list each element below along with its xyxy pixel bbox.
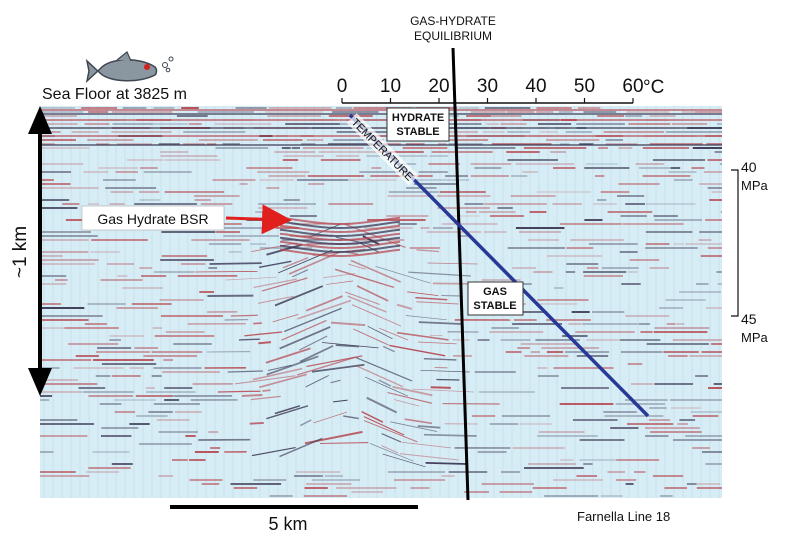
arrow-up-icon	[28, 106, 52, 134]
pressure-bottom-unit: MPa	[741, 330, 769, 345]
horizontal-scale: 5 km	[170, 505, 418, 534]
equilibrium-label-line2: EQUILIBRIUM	[414, 29, 492, 43]
temperature-tick-label: 30	[477, 76, 498, 97]
pressure-top-value: 40	[741, 159, 757, 175]
gas-stable-label-line1: GAS	[483, 286, 507, 298]
bsr-annotation: Gas Hydrate BSR	[81, 204, 292, 235]
sea-floor-label: Sea Floor at 3825 m	[42, 86, 187, 103]
arrow-down-icon	[28, 368, 52, 396]
temperature-tick-label: 40	[525, 76, 546, 97]
temperature-ticks: 0 10 20 30 40 50 60	[337, 76, 644, 103]
temperature-tick-label: 50	[574, 76, 595, 97]
temperature-tick-label: 20	[428, 76, 449, 97]
bsr-arrow	[225, 204, 292, 235]
depth-scale: ~1 km	[10, 106, 52, 396]
equilibrium-line	[451, 47, 470, 501]
line-id-label: Farnella Line 18	[577, 509, 670, 524]
depth-label: ~1 km	[10, 226, 31, 278]
pressure-top-unit: MPa	[741, 178, 769, 193]
hydrate-stable-box: HYDRATE STABLE	[386, 107, 450, 142]
fish-icon	[85, 51, 174, 84]
pressure-bottom-value: 45	[741, 311, 757, 327]
seismic-section	[40, 106, 722, 498]
hydrate-stable-label-line1: HYDRATE	[392, 112, 444, 124]
temperature-axis: 0 10 20 30 40 50 60 °C	[337, 76, 664, 104]
scale-label: 5 km	[268, 514, 307, 534]
gas-stable-box: GAS STABLE	[467, 281, 524, 316]
hydrate-stable-label-line2: STABLE	[396, 126, 439, 138]
gas-stable-label-line2: STABLE	[473, 300, 516, 312]
pressure-scale: 40 MPa 45 MPa	[731, 159, 769, 345]
bsr-label: Gas Hydrate BSR	[97, 211, 208, 227]
seismic-background	[40, 106, 722, 498]
temperature-tick-label: 0	[337, 76, 348, 97]
temperature-unit: °C	[643, 77, 664, 98]
temperature-tick-label: 60	[622, 76, 643, 97]
temperature-tick-label: 10	[380, 76, 401, 97]
equilibrium-label-line1: GAS-HYDRATE	[410, 14, 496, 28]
